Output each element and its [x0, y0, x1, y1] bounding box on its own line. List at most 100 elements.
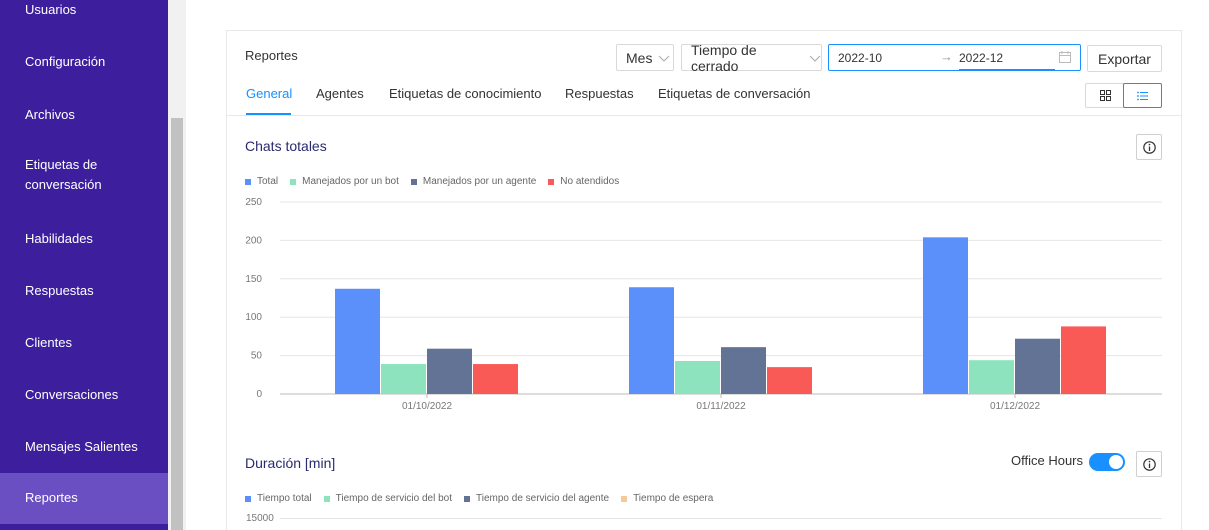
- legend-item[interactable]: Manejados por un bot: [290, 176, 399, 187]
- duration-gridline: [280, 518, 1162, 519]
- sidebar: Usuarios Configuración Archivos Etiquetas d…: [0, 0, 168, 530]
- office-hours-label: Office Hours: [1011, 453, 1084, 468]
- sidebar-item-label: Etiquetas de: [25, 157, 98, 172]
- sidebar-item-label: Reportes: [25, 490, 78, 505]
- legend-label: Manejados por un bot: [302, 176, 399, 187]
- chevron-down-icon: [659, 55, 670, 62]
- bar: [473, 364, 518, 394]
- sidebar-item-mensajes[interactable]: Mensajes Salientes: [0, 437, 168, 457]
- arrow-right-icon: →: [940, 49, 953, 64]
- sidebar-item-label: Usuarios: [25, 2, 77, 17]
- sidebar-item-label: Respuestas: [25, 283, 94, 298]
- sidebar-item-habilidades[interactable]: Habilidades: [0, 229, 168, 249]
- sidebar-item-respuestas[interactable]: Respuestas: [0, 281, 168, 301]
- sidebar-item-configuracion[interactable]: Configuración: [0, 52, 168, 72]
- sidebar-item-reportes[interactable]: Reportes: [0, 473, 168, 524]
- tab-agentes[interactable]: Agentes: [316, 86, 364, 101]
- legend-label: No atendidos: [560, 176, 620, 187]
- chevron-down-icon: [810, 55, 821, 62]
- bar: [1061, 326, 1106, 394]
- sidebar-item-label: Archivos: [25, 107, 75, 122]
- duration-y-tick: 15000: [246, 513, 274, 524]
- section-title-duracion: Duración [min]: [245, 455, 336, 471]
- bar: [721, 347, 766, 394]
- period-select[interactable]: Mes: [616, 44, 674, 71]
- legend-swatch: [410, 178, 417, 185]
- sidebar-item-label: Conversaciones: [25, 387, 119, 402]
- chart-legend: Total Manejados por un bot Manejados por u…: [245, 176, 631, 187]
- y-tick-label: 200: [245, 235, 262, 246]
- sidebar-item-conversaciones[interactable]: Conversaciones: [0, 385, 168, 405]
- tab-etiquetas-conversacion[interactable]: Etiquetas de conversación: [658, 86, 811, 101]
- x-tick-label: 01/12/2022: [990, 401, 1040, 412]
- bar: [335, 288, 380, 394]
- date-range-picker[interactable]: 2022-10 → 2022-12: [828, 44, 1081, 71]
- sidebar-scrollbar-thumb[interactable]: [171, 118, 183, 530]
- duration-legend: Tiempo total Tiempo de servicio del bot Ti…: [245, 493, 725, 504]
- sidebar-item-etiquetas[interactable]: Etiquetas de conversación: [0, 155, 168, 195]
- y-tick-label: 100: [245, 312, 262, 323]
- list-view-button[interactable]: [1123, 83, 1162, 108]
- x-tick-label: 01/11/2022: [696, 401, 746, 412]
- legend-label: Manejados por un agente: [422, 176, 537, 187]
- legend-item[interactable]: Tiempo de espera: [621, 493, 713, 504]
- bar: [923, 237, 968, 394]
- page-title: Reportes: [245, 48, 298, 63]
- bar: [381, 364, 426, 394]
- legend-swatch: [621, 495, 628, 502]
- date-end-input[interactable]: 2022-12: [959, 51, 1004, 65]
- legend-item[interactable]: No atendidos: [548, 176, 619, 187]
- list-icon: [1137, 91, 1148, 100]
- sidebar-item-archivos[interactable]: Archivos: [0, 105, 168, 125]
- legend-item[interactable]: Tiempo de servicio del agente: [464, 493, 609, 504]
- legend-swatch: [323, 495, 330, 502]
- legend-swatch: [290, 178, 297, 185]
- period-select-value: Mes: [626, 49, 653, 66]
- y-tick-label: 50: [251, 351, 263, 362]
- legend-label: Tiempo total: [257, 493, 312, 504]
- x-tick-label: 01/10/2022: [402, 401, 452, 412]
- legend-item[interactable]: Total: [245, 176, 278, 187]
- calendar-icon: [1059, 51, 1071, 63]
- y-tick-label: 150: [245, 274, 262, 285]
- sidebar-item-label: Clientes: [25, 335, 72, 350]
- metric-select[interactable]: Tiempo de cerrado: [681, 42, 822, 74]
- info-button-duracion[interactable]: [1136, 451, 1162, 477]
- legend-item[interactable]: Tiempo de servicio del bot: [323, 493, 453, 504]
- legend-label: Tiempo de espera: [633, 493, 714, 504]
- sidebar-item-usuarios[interactable]: Usuarios: [0, 0, 168, 20]
- bar: [969, 360, 1014, 394]
- date-start-input[interactable]: 2022-10: [838, 51, 883, 65]
- legend-label: Total: [257, 176, 279, 187]
- tabs-divider: [227, 115, 1181, 116]
- toggle-knob: [1109, 455, 1123, 469]
- legend-label: Tiempo de servicio del bot: [335, 493, 453, 504]
- y-tick-label: 250: [245, 197, 262, 208]
- legend-swatch: [548, 178, 555, 185]
- sidebar-item-label: conversación: [25, 177, 102, 192]
- sidebar-item-label: Mensajes Salientes: [25, 439, 138, 454]
- grid-view-button[interactable]: [1085, 83, 1125, 108]
- bar: [675, 360, 720, 394]
- y-tick-label: 0: [256, 389, 262, 400]
- tab-respuestas[interactable]: Respuestas: [565, 86, 634, 101]
- bar: [1015, 338, 1060, 394]
- sidebar-item-clientes[interactable]: Clientes: [0, 333, 168, 353]
- info-button-chats[interactable]: [1136, 134, 1162, 160]
- bar: [427, 348, 472, 394]
- info-icon: [1142, 457, 1156, 471]
- tab-etiquetas-conocimiento[interactable]: Etiquetas de conocimiento: [389, 86, 542, 101]
- tab-general[interactable]: General: [246, 86, 293, 101]
- export-button[interactable]: Exportar: [1087, 45, 1162, 72]
- office-hours-toggle[interactable]: [1089, 453, 1125, 471]
- section-title-chats: Chats totales: [245, 138, 327, 154]
- legend-item[interactable]: Manejados por un agente: [410, 176, 537, 187]
- bar: [767, 367, 812, 394]
- legend-item[interactable]: Tiempo total: [245, 493, 312, 504]
- info-icon: [1142, 140, 1156, 154]
- legend-swatch: [464, 495, 471, 502]
- chats-totales-chart: 250 200 150 100 50 0 01/10/2022 01/11/2022 01/12…: [245, 197, 1162, 412]
- report-card: Reportes Mes Tiempo de cerrado 2022-10 →…: [226, 30, 1182, 530]
- tab-active-indicator: [246, 113, 291, 115]
- bar: [629, 287, 674, 394]
